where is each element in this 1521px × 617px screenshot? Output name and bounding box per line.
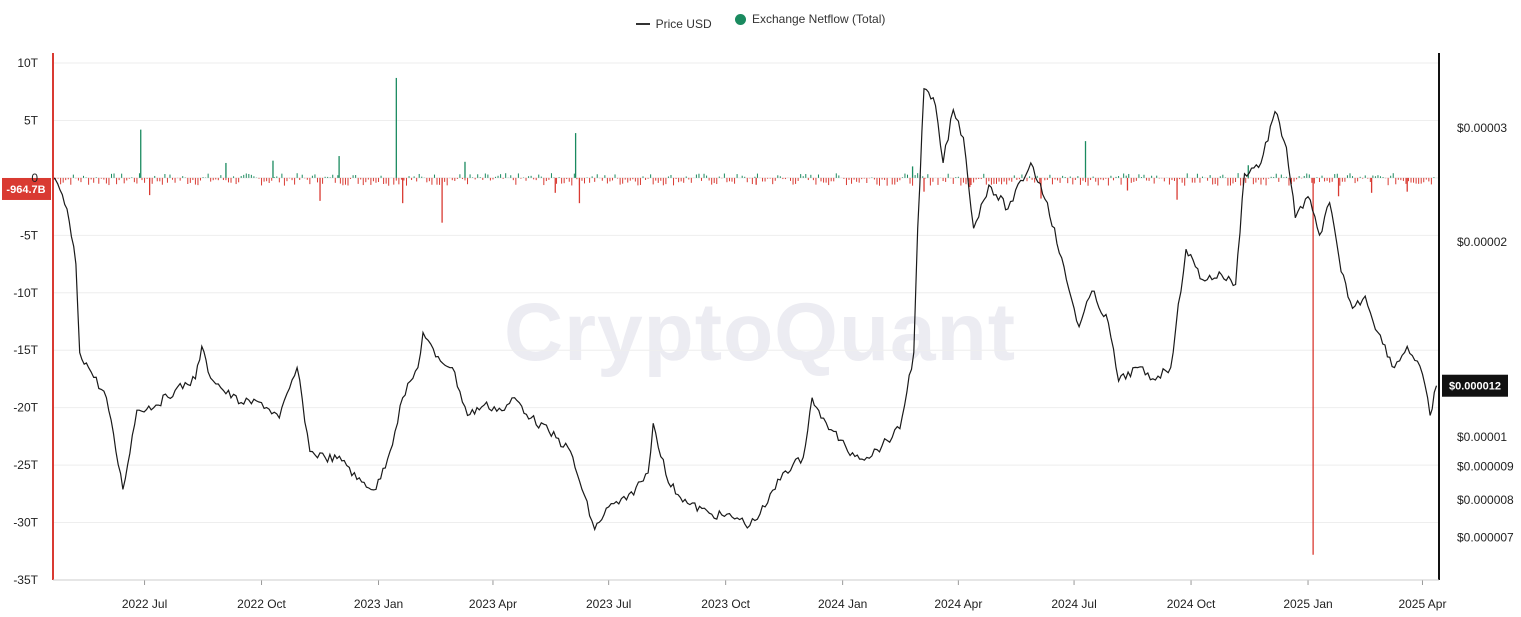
x-tick-label: 2023 Oct: [701, 597, 750, 611]
right-tick-label: $0.000009: [1457, 460, 1514, 474]
left-tick-label: -30T: [13, 516, 38, 530]
x-tick-label: 2025 Jan: [1283, 597, 1332, 611]
netflow-current-label: -964.7B: [6, 184, 45, 196]
left-tick-label: -10T: [13, 286, 38, 300]
legend-item-price[interactable]: Price USD: [635, 16, 712, 31]
x-tick-label: 2022 Jul: [122, 597, 167, 611]
chart-legend: Price USD Exchange Netflow (Total): [0, 12, 1521, 31]
legend-item-netflow[interactable]: Exchange Netflow (Total): [734, 12, 886, 26]
right-tick-label: $0.00001: [1457, 430, 1507, 444]
left-tick-label: 0: [31, 171, 38, 185]
x-tick-label: 2023 Apr: [469, 597, 517, 611]
x-tick-label: 2023 Jul: [586, 597, 631, 611]
left-tick-label: -20T: [13, 401, 38, 415]
right-tick-label: $0.000007: [1457, 530, 1514, 544]
x-tick-label: 2024 Apr: [934, 597, 982, 611]
x-tick-label: 2023 Jan: [354, 597, 403, 611]
axes: -964.7B $0.000012: [2, 53, 1508, 585]
price-current-badge: [1442, 374, 1508, 397]
price-series-line: [52, 87, 1438, 532]
legend-dot-swatch: [734, 13, 746, 25]
x-tick-label: 2024 Oct: [1167, 597, 1216, 611]
left-tick-label: 5T: [24, 113, 39, 127]
price-current-label: $0.000012: [1449, 381, 1501, 393]
x-tick-label: 2024 Jan: [818, 597, 867, 611]
left-tick-label: -25T: [13, 458, 38, 472]
right-tick-label: $0.00002: [1457, 235, 1507, 249]
x-tick-label: 2024 Jul: [1051, 597, 1096, 611]
watermark: CryptoQuant: [504, 287, 1016, 378]
netflow-current-badge: [2, 177, 51, 200]
right-tick-label: $0.00003: [1457, 121, 1507, 135]
x-tick-label: 2025 Apr: [1398, 597, 1446, 611]
x-tick-label: 2022 Oct: [237, 597, 286, 611]
left-tick-label: 10T: [17, 56, 38, 70]
legend-price-label: Price USD: [655, 16, 712, 31]
left-tick-label: -15T: [13, 343, 38, 357]
tick-labels: 10T 5T 0 -5T -10T -15T -20T -25T -30T -35T $0.0000…: [13, 56, 1514, 611]
netflow-bars: [55, 77, 1435, 555]
left-tick-label: -5T: [20, 228, 39, 242]
legend-netflow-label: Exchange Netflow (Total): [751, 12, 886, 26]
legend-line-swatch: [635, 22, 650, 25]
right-tick-label: $0.000008: [1457, 493, 1514, 507]
left-tick-label: -35T: [13, 573, 38, 587]
